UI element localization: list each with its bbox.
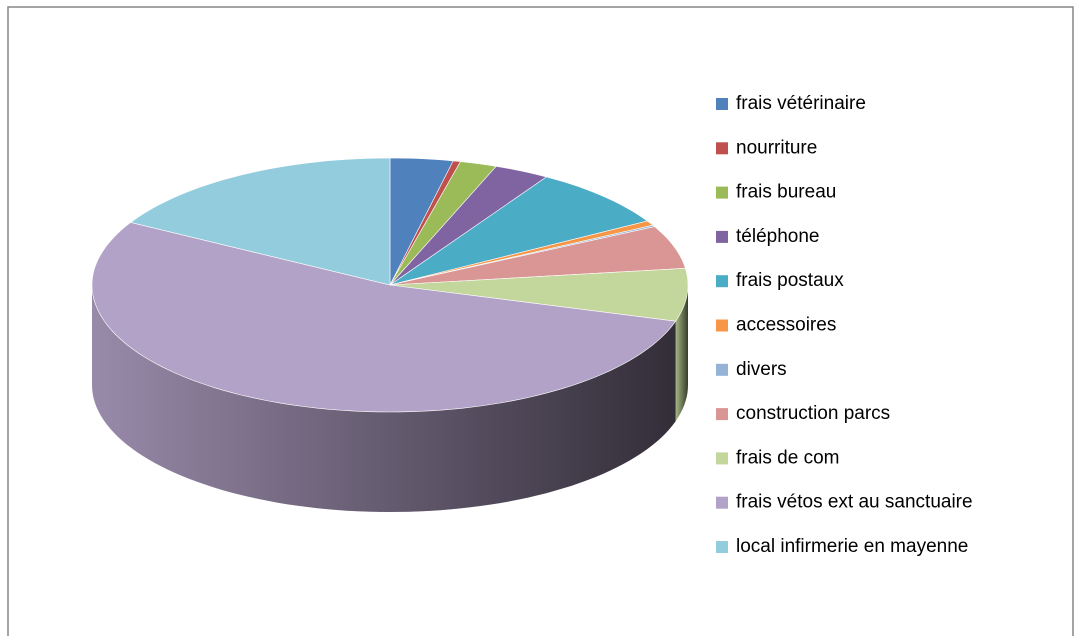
- slice: [389, 157, 454, 286]
- legend-label: accessoires: [736, 315, 836, 336]
- legend-swatch: [716, 319, 728, 332]
- legend-label: frais vétos ext au sanctuaire: [736, 492, 973, 513]
- legend-label: téléphone: [736, 226, 819, 247]
- legend-swatch: [716, 541, 728, 553]
- legend-swatch: [716, 363, 728, 376]
- slice: [389, 176, 649, 286]
- legend-label: local infirmerie en mayenne: [736, 536, 968, 557]
- slice: [389, 226, 686, 286]
- legend-label: nourriture: [736, 137, 817, 158]
- legend-label: frais postaux: [736, 270, 844, 291]
- slice: [389, 165, 548, 286]
- legend-swatch: [716, 142, 728, 155]
- legend-swatch: [716, 496, 728, 509]
- slice: [129, 157, 391, 286]
- pie-sides: [92, 285, 688, 512]
- legend-label: divers: [736, 359, 787, 380]
- legend-label: construction parcs: [736, 403, 890, 424]
- legend-swatch: [716, 452, 728, 465]
- legend-swatch: [716, 408, 728, 421]
- legend-swatch: [716, 275, 728, 288]
- legend: frais vétérinaire nourriture frais bureau t…: [716, 93, 973, 557]
- legend-swatch: [716, 230, 728, 243]
- legend-label: frais vétérinaire: [736, 93, 866, 114]
- legend-swatch: [716, 98, 728, 110]
- legend-label: frais de com: [736, 447, 839, 468]
- legend-label: frais bureau: [736, 182, 836, 203]
- slice-side-shade: [92, 285, 676, 512]
- pie-tops: [91, 157, 689, 413]
- slice-side-shade: [675, 285, 688, 422]
- slice: [91, 222, 677, 413]
- slice: [389, 267, 689, 322]
- legend-swatch: [716, 186, 728, 199]
